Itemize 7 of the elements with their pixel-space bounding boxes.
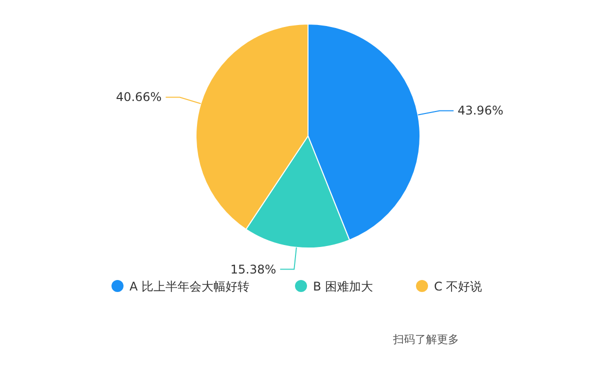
legend-label: A 比上半年会大幅好转: [130, 280, 250, 294]
data-label: 43.96%: [458, 104, 504, 118]
data-label: 15.38%: [230, 262, 276, 276]
data-label: 40.66%: [116, 90, 162, 104]
text: 扫码了解更多: [392, 333, 459, 346]
legend-label: B 困难加大: [313, 280, 374, 294]
legend-label: C 不好说: [434, 280, 482, 294]
